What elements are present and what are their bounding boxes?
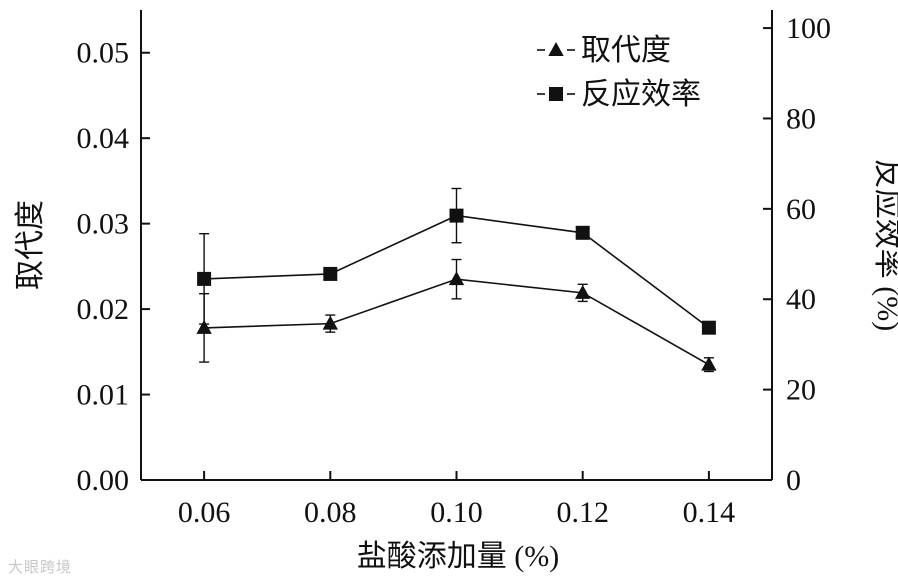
- data-point: [701, 320, 716, 335]
- right-tick-label: 60: [786, 193, 816, 226]
- bottom-tick-label: 0.08: [304, 496, 357, 529]
- right-tick-label: 100: [786, 12, 831, 45]
- data-point: [449, 208, 464, 223]
- left-tick-label: 0.04: [77, 122, 130, 155]
- data-point: [323, 266, 338, 281]
- right-tick-label: 0: [786, 464, 801, 497]
- x-axis-label: 盐酸添加量 (%): [357, 540, 559, 573]
- right-tick-label: 80: [786, 102, 816, 135]
- legend-label: 取代度: [581, 34, 671, 67]
- data-point: [197, 271, 212, 286]
- legend-marker: [549, 87, 563, 101]
- watermark-text: 大眼跨境: [8, 558, 73, 576]
- data-point: [196, 319, 212, 334]
- left-tick-label: 0.05: [77, 37, 130, 70]
- right-tick-label: 20: [786, 374, 816, 407]
- bottom-tick-label: 0.12: [556, 496, 609, 529]
- series: [196, 187, 717, 373]
- legend-label: 反应效率: [581, 78, 701, 111]
- left-tick-label: 0.02: [77, 293, 130, 326]
- left-tick-label: 0.03: [77, 208, 130, 241]
- y-axis-label: 取代度: [14, 200, 47, 290]
- data-point: [575, 225, 590, 240]
- left-tick-label: 0.01: [77, 379, 130, 412]
- bottom-tick-label: 0.10: [430, 496, 483, 529]
- data-point: [322, 315, 338, 330]
- data-point: [701, 356, 717, 371]
- bottom-tick-label: 0.14: [683, 496, 736, 529]
- data-point: [448, 271, 465, 286]
- data-point: [575, 284, 591, 299]
- bottom-tick-label: 0.06: [178, 496, 231, 529]
- right-tick-label: 40: [786, 283, 816, 316]
- ticks: 0.00 0.01 0.02 0.03 0.04 0.05 0 20 40 60 80 100 0.06…: [77, 12, 832, 529]
- left-tick-label: 0.00: [77, 464, 130, 497]
- legend-marker: [548, 42, 564, 56]
- y2-axis-label: 反应效率 (%): [871, 159, 898, 331]
